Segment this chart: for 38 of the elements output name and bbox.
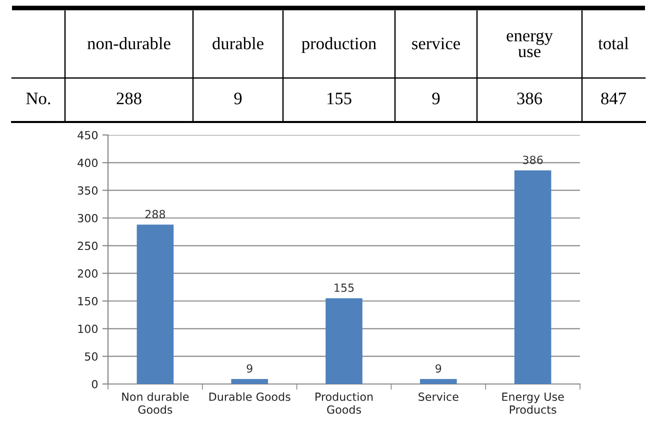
data-label: 9 (234, 92, 242, 104)
bar (136, 224, 174, 384)
y-tick-label: 300 (78, 214, 98, 222)
data-label: 155 (334, 284, 354, 292)
y-tick-label: 400 (78, 158, 98, 168)
data-label: 386 (517, 92, 542, 104)
data-label: 847 (601, 92, 626, 104)
x-tick-label: Energy Use Products (502, 392, 564, 414)
data-label: 9 (436, 364, 442, 373)
data-label: 9 (246, 364, 252, 373)
bar (231, 379, 268, 384)
category-label: No. (26, 92, 50, 104)
category-label: total (598, 37, 629, 50)
bar (514, 170, 552, 384)
y-tick-label: 0 (92, 380, 98, 388)
data-label: 155 (328, 92, 352, 104)
y-tick-label: 450 (78, 130, 98, 140)
y-tick-label: 150 (78, 296, 98, 306)
bar (420, 379, 457, 384)
data-label: 386 (523, 156, 543, 164)
data-label: 288 (116, 92, 142, 104)
y-tick-label: 250 (78, 242, 98, 250)
category-label: durable (212, 37, 264, 50)
y-tick-label: 200 (78, 269, 98, 278)
category-label: service (412, 38, 460, 50)
bar (326, 298, 362, 384)
data-label: 288 (145, 210, 166, 218)
data-label: 9 (432, 92, 440, 104)
x-tick-label: Service (418, 392, 458, 401)
x-tick-label: Production Goods (316, 392, 373, 414)
y-tick-label: 50 (84, 352, 98, 361)
x-tick-label: Durable Goods (209, 392, 290, 401)
y-tick-label: 100 (78, 324, 98, 334)
category-label: production (302, 37, 376, 53)
y-tick-label: 350 (78, 186, 98, 195)
category-label: non-durable (87, 37, 170, 50)
category-label: energy use (506, 32, 553, 58)
x-tick-label: Non durable Goods (122, 392, 189, 414)
